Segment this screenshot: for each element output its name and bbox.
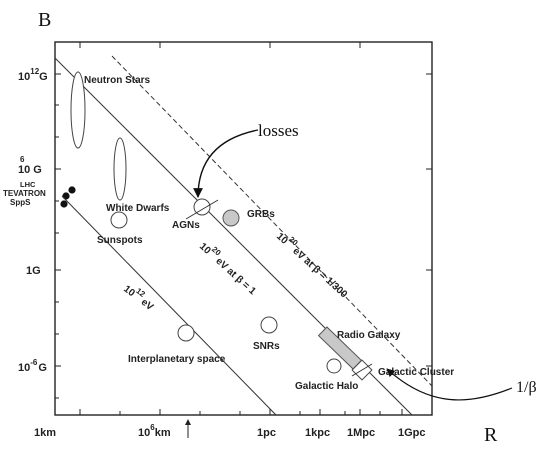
accelerator-lhc-label: LHC — [20, 180, 36, 189]
galactic-cluster-tick — [351, 363, 373, 377]
losses-annotation: losses — [258, 121, 299, 140]
neutron-stars-region — [70, 71, 86, 149]
grbs-label: GRBs — [247, 209, 275, 220]
interplanetary-label: Interplanetary space — [128, 354, 226, 365]
galactic-cluster-label: Galactic Cluster — [378, 367, 454, 378]
svg-text:10-6G: 10-6G — [18, 358, 47, 374]
svg-text:1012G: 1012G — [18, 67, 48, 83]
galactic-halo-label: Galactic Halo — [295, 381, 358, 392]
sunspots-label: Sunspots — [97, 235, 143, 246]
agns-tick — [185, 199, 219, 220]
neutron-stars-label: Neutron Stars — [84, 75, 151, 86]
accelerator-tevatron-label: TEVATRON — [3, 189, 46, 198]
x-tick-label: 1Mpc — [347, 427, 375, 439]
y-tick-label: 10-6G — [18, 358, 47, 374]
label-1e20-ev-beta-1: 1020eV at β = 1 — [197, 237, 261, 297]
svg-text:1G: 1G — [26, 265, 41, 277]
grbs-region — [222, 209, 240, 227]
plot-frame — [54, 41, 433, 416]
x-tick-label: 1kpc — [305, 427, 330, 439]
sunspots-region — [110, 211, 128, 229]
x-tick-label: 1Gpc — [398, 427, 426, 439]
accelerator-sppS-label: SppS — [10, 198, 31, 207]
x-tick-label: 1km — [34, 427, 56, 439]
svg-text:6: 6 — [20, 155, 25, 164]
line-1e20-ev-beta-1-300 — [111, 55, 433, 387]
y-tick-label: 6 10 G — [18, 155, 42, 176]
svg-text:10G: 10 G — [18, 164, 42, 176]
frame-ticks — [55, 42, 432, 415]
white-dwarfs-region — [113, 137, 127, 201]
one-over-beta-annotation: 1/β — [516, 379, 537, 396]
white-dwarfs-label: White Dwarfs — [106, 203, 170, 214]
one-over-beta-arrow — [386, 368, 513, 401]
y-tick-label: 1G — [26, 265, 41, 277]
agns-label: AGNs — [172, 220, 200, 231]
losses-arrow — [193, 129, 259, 198]
x-axis-label: R — [484, 424, 498, 446]
interplanetary-region — [177, 324, 195, 342]
accelerator-points — [60, 186, 76, 208]
agns-region — [193, 198, 211, 216]
y-tick-label: 1012G — [18, 67, 48, 83]
snrs-region — [260, 316, 278, 334]
arrow-up-icon — [185, 419, 191, 438]
y-axis-label: B — [38, 9, 51, 31]
radio-galaxy-label: Radio Galaxy — [337, 330, 401, 341]
x-tick-label: 106km — [138, 423, 171, 439]
galactic-halo-region — [326, 358, 342, 374]
label-1e12-ev: 1012eV — [121, 280, 158, 314]
x-tick-label: 1pc — [257, 427, 276, 439]
snrs-label: SNRs — [253, 341, 280, 352]
line-1e12-ev — [61, 195, 277, 416]
label-1e20-ev-beta-1-300: 1020eV at β = 1/300 — [274, 227, 353, 300]
